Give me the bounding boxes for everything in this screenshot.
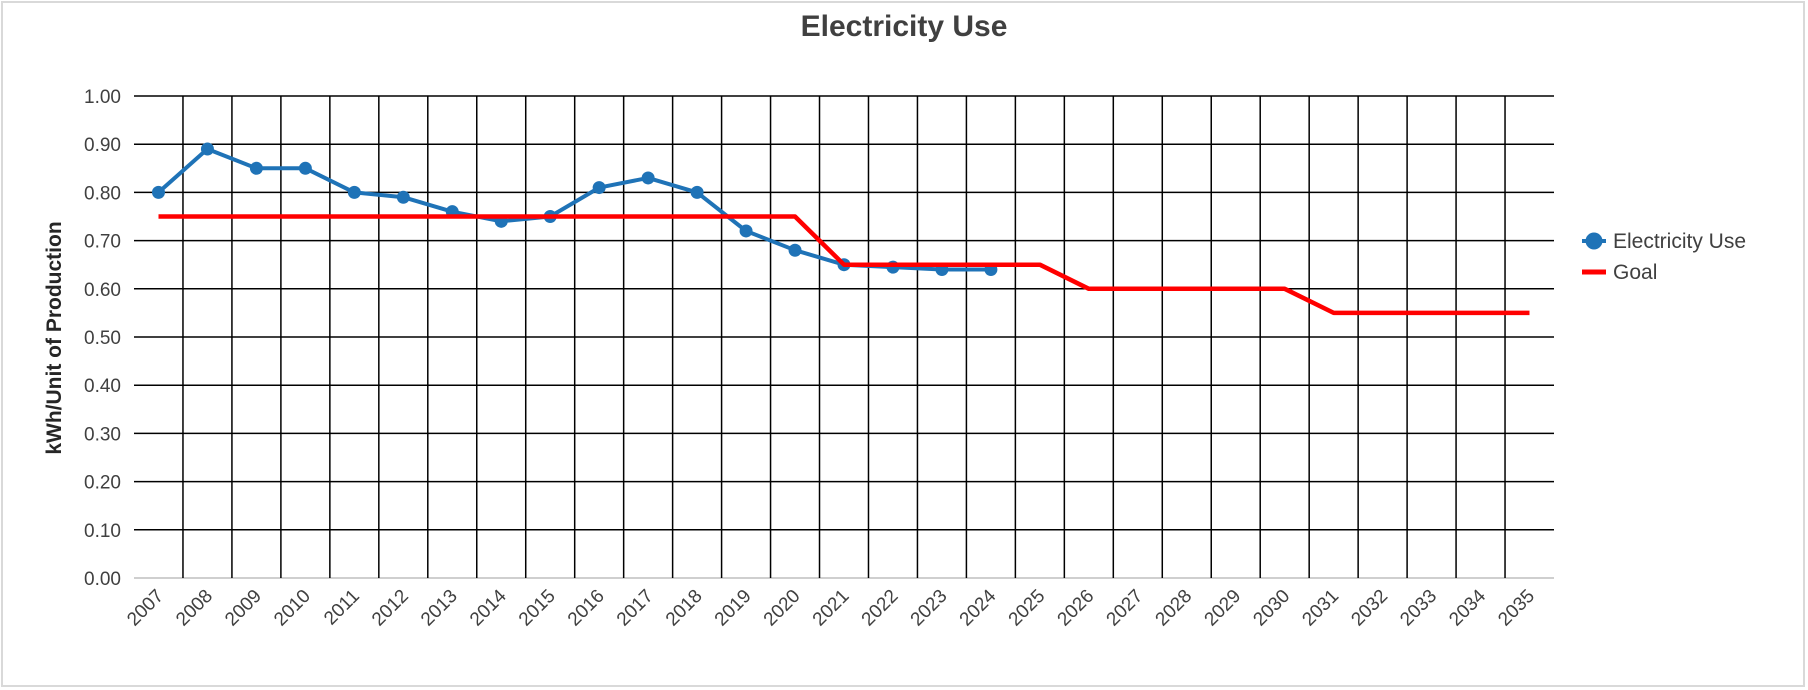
x-tick-label: 2028: [1152, 586, 1197, 631]
x-tick-label: 2021: [809, 586, 854, 631]
y-tick-label: 0.50: [84, 328, 121, 349]
x-tick-label: 2023: [907, 586, 952, 631]
y-tick-label: 0.60: [84, 280, 121, 301]
y-tick-label: 0.10: [84, 521, 121, 542]
x-tick-label: 2018: [662, 586, 707, 631]
y-tick-label: 0.90: [84, 135, 121, 156]
legend-label-goal: Goal: [1613, 261, 1657, 284]
y-tick-label: 0.20: [84, 473, 121, 494]
x-tick-label: 2025: [1005, 586, 1050, 631]
x-tick-label: 2034: [1445, 585, 1490, 630]
x-tick-label: 2019: [711, 586, 756, 631]
x-tick-label: 2011: [320, 586, 364, 630]
data-point-electricity-use: [200, 142, 214, 156]
data-point-electricity-use: [592, 181, 606, 195]
data-point-electricity-use: [788, 243, 802, 257]
x-tick-label: 2032: [1347, 586, 1392, 631]
data-point-electricity-use: [739, 224, 753, 238]
series-line-goal: [158, 214, 1530, 316]
x-tick-label: 2030: [1249, 586, 1294, 631]
x-tick-label: 2010: [270, 586, 315, 631]
series-layer: [151, 142, 1530, 316]
y-axis-label: kWh/Unit of Production: [43, 221, 66, 454]
x-tick-label: 2022: [858, 586, 903, 631]
y-tick-label: 0.30: [84, 424, 121, 445]
x-tick-label: 2007: [123, 586, 168, 631]
data-point-electricity-use: [690, 185, 704, 199]
y-tick-label: 0.40: [84, 376, 121, 397]
legend: Electricity Use Goal: [1582, 230, 1746, 284]
x-tick-label: 2029: [1201, 586, 1246, 631]
data-point-electricity-use: [347, 185, 361, 199]
x-tick-label: 2026: [1054, 586, 1099, 631]
legend-marker-electricity-use: [1585, 232, 1603, 250]
x-tick-label: 2024: [956, 585, 1001, 630]
data-point-electricity-use: [298, 161, 312, 175]
x-tick-label: 2015: [515, 586, 560, 631]
legend-item-electricity-use: Electricity Use: [1582, 230, 1746, 253]
y-tick-label: 1.00: [84, 87, 121, 108]
x-tick-label: 2017: [613, 586, 658, 631]
x-tick-label: 2020: [760, 586, 805, 631]
y-axis-ticks: 0.00 0.10 0.20 0.30 0.40 0.50 0.60 0.70 0.80 0.90…: [84, 87, 121, 590]
chart-title: Electricity Use: [801, 10, 1008, 43]
plot-grid: [134, 95, 1554, 579]
data-point-electricity-use: [641, 171, 655, 185]
x-tick-label: 2012: [368, 586, 413, 631]
x-axis-ticks: 2007 2008 2009 2010 2011 2012 2013 2014 2015 2016…: [123, 585, 1539, 630]
y-tick-label: 0.70: [84, 232, 121, 253]
data-point-electricity-use: [151, 185, 165, 199]
data-point-electricity-use: [396, 190, 410, 204]
y-tick-label: 0.80: [84, 183, 121, 204]
x-tick-label: 2016: [564, 586, 609, 631]
data-point-electricity-use: [249, 161, 263, 175]
x-tick-label: 2009: [221, 586, 266, 631]
x-tick-label: 2013: [417, 586, 462, 631]
x-tick-label: 2035: [1494, 586, 1539, 631]
x-tick-label: 2031: [1298, 586, 1343, 631]
legend-item-goal: Goal: [1582, 261, 1657, 284]
legend-label-electricity-use: Electricity Use: [1613, 230, 1746, 253]
x-tick-label: 2033: [1396, 586, 1441, 631]
x-tick-label: 2014: [466, 585, 511, 630]
x-tick-label: 2027: [1103, 586, 1148, 631]
y-tick-label: 0.00: [84, 569, 121, 590]
x-tick-label: 2008: [172, 586, 217, 631]
